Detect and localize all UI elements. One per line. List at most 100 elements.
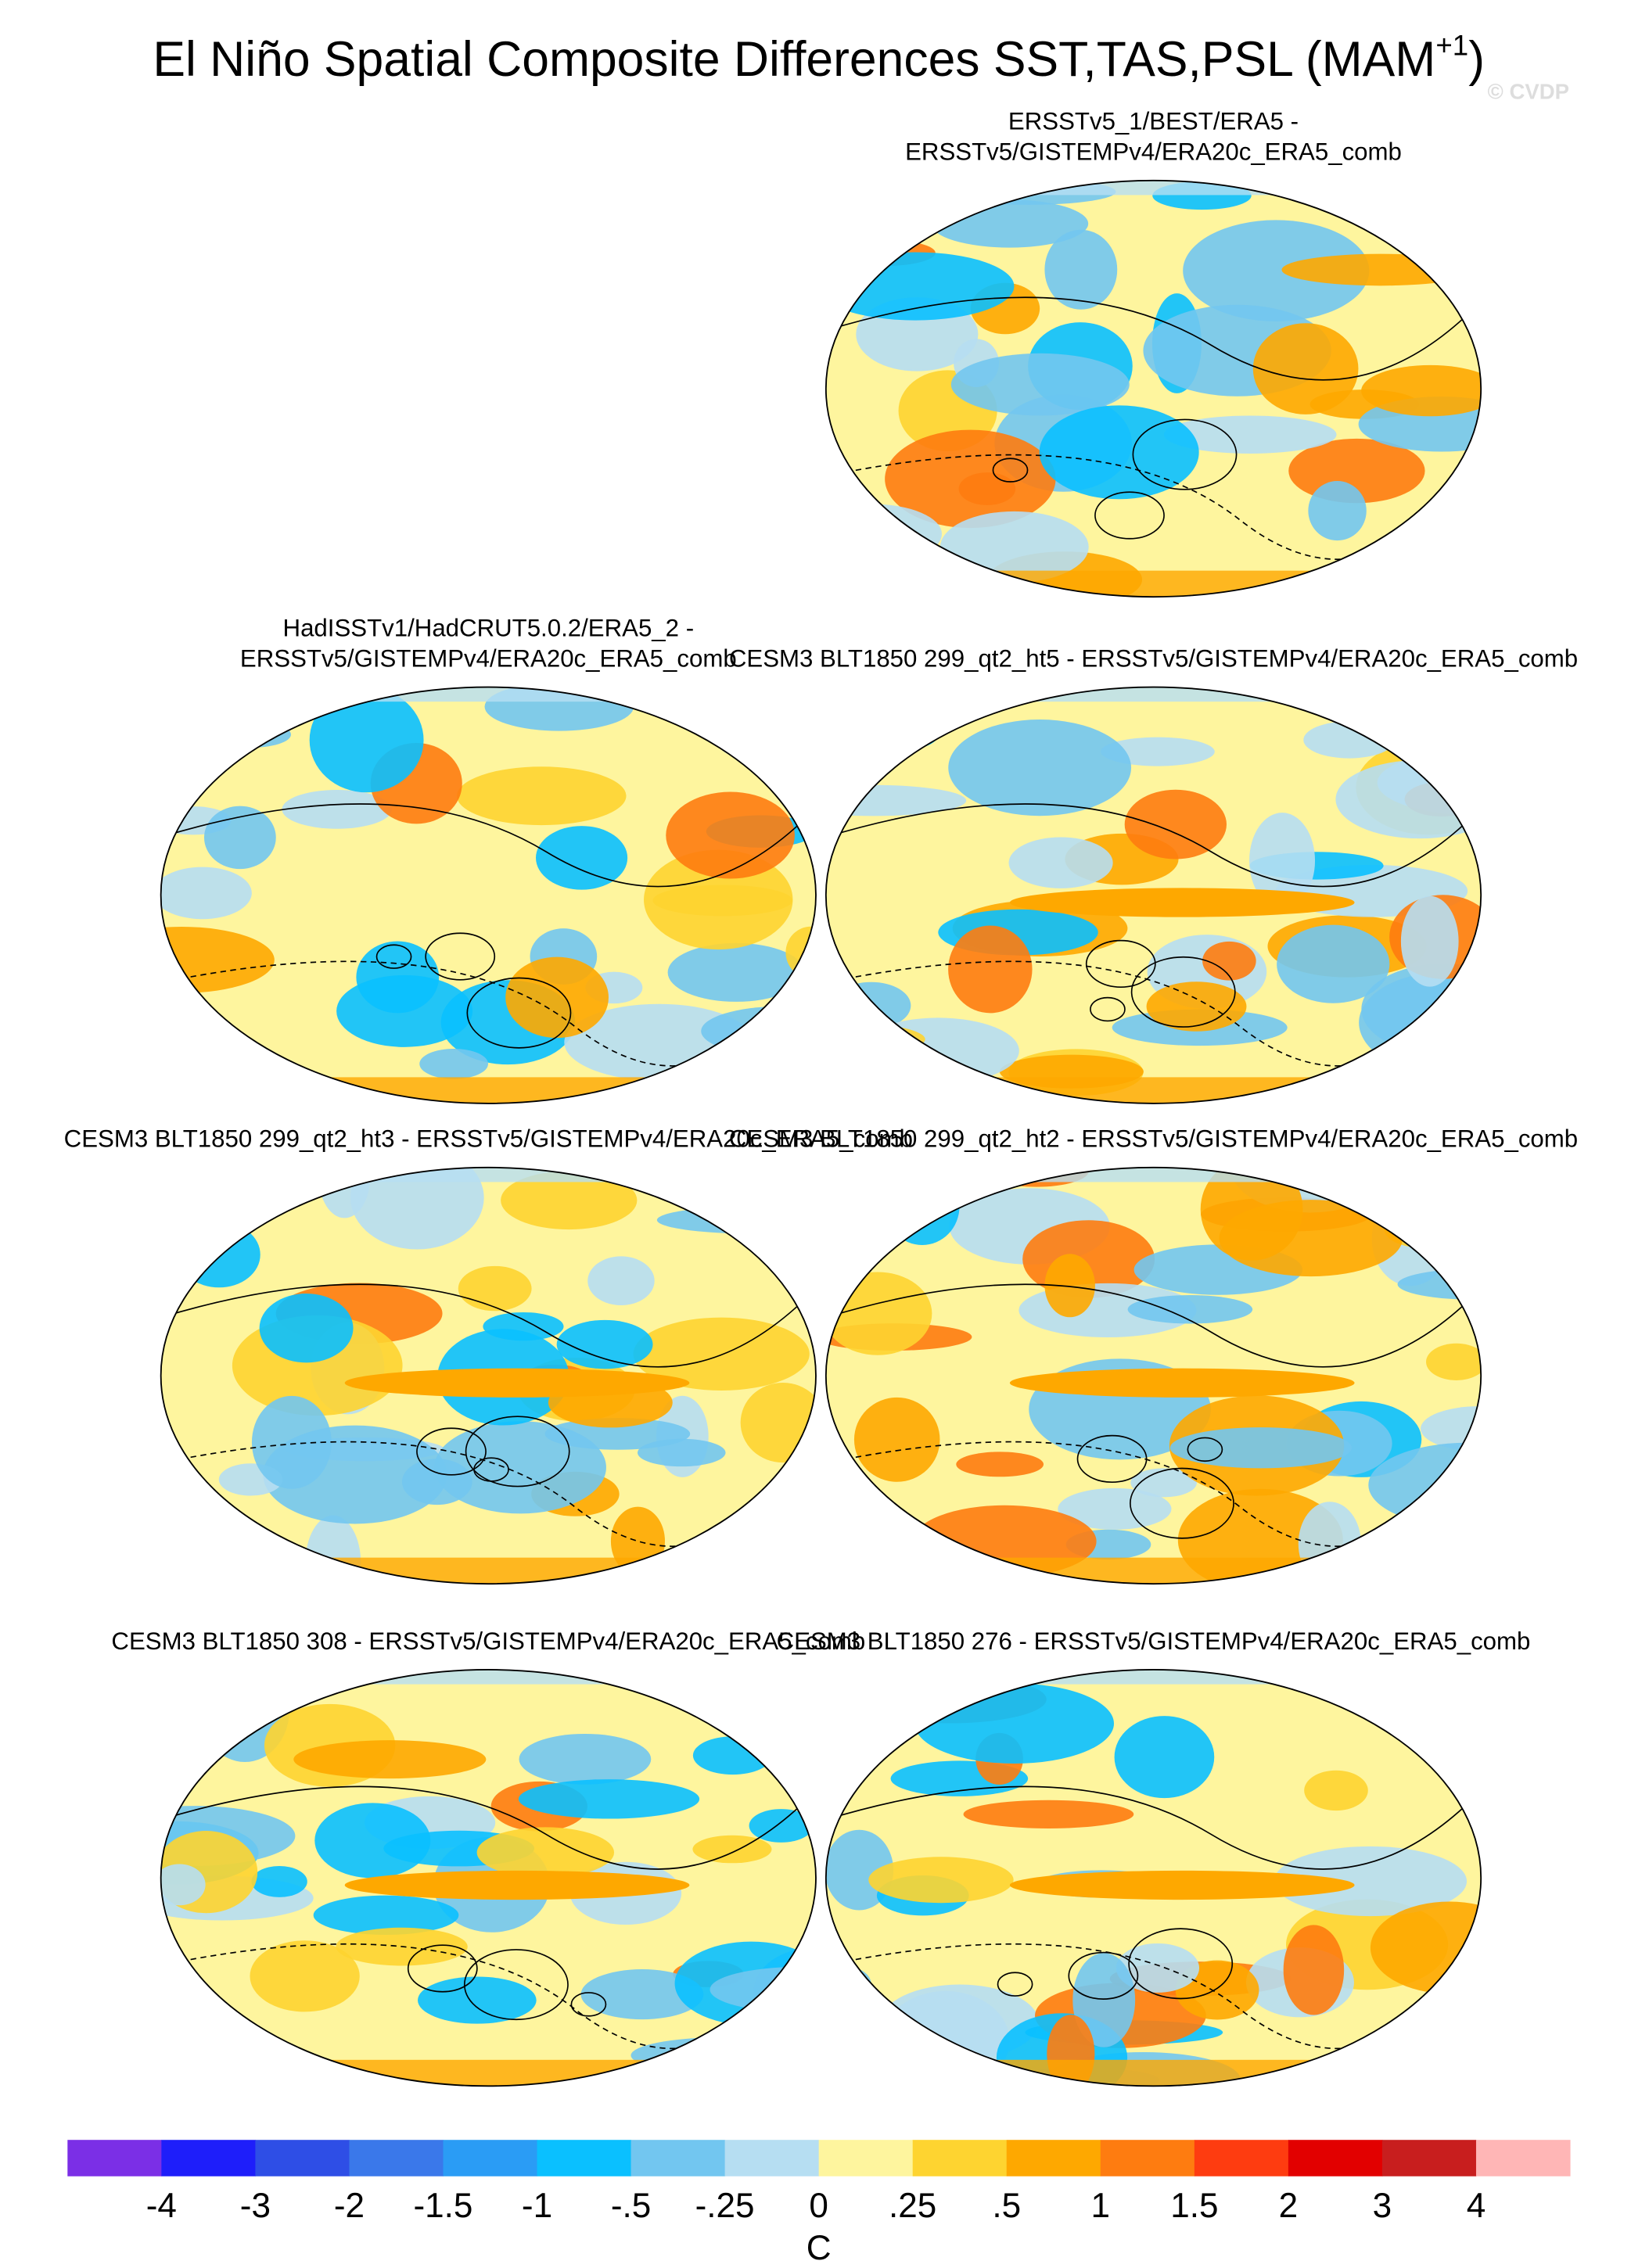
field-blob xyxy=(1426,1343,1482,1380)
field-blob xyxy=(208,721,291,748)
map-panel: HadISSTv1/HadCRUT5.0.2/ERA5_2 - ERSSTv5/G… xyxy=(160,614,817,1104)
field-blob xyxy=(580,1969,704,2020)
field-blob xyxy=(259,1294,354,1363)
field-blob xyxy=(825,504,943,565)
contour xyxy=(1090,996,1126,1022)
equatorial-band xyxy=(1009,888,1355,917)
field-blob xyxy=(885,1167,960,1246)
polar-band xyxy=(160,2059,816,2087)
map-panel: CESM3 BLT1850 299_qt2_ht5 - ERSSTv5/GIST… xyxy=(729,644,1578,1104)
panel-title: CESM3 BLT1850 299_qt2_ht2 - ERSSTv5/GIST… xyxy=(729,1125,1578,1153)
field-blob xyxy=(1303,721,1396,759)
field-blob xyxy=(868,1857,1014,1904)
field-blob xyxy=(1008,837,1113,888)
colorbar-tick-label: 1.5 xyxy=(1170,2187,1218,2225)
field-blob xyxy=(700,1053,816,1078)
polar-band xyxy=(160,1077,816,1103)
polar-band xyxy=(1024,1167,1283,1182)
colorbar-tick-label: 0 xyxy=(809,2187,828,2225)
field-blob xyxy=(293,1740,487,1779)
equatorial-band xyxy=(344,1368,690,1398)
colorbar-swatch xyxy=(818,2140,914,2176)
polar-band xyxy=(825,570,1482,598)
colorbar-swatch xyxy=(1194,2140,1289,2176)
colorbar-tick-label: -3 xyxy=(240,2187,271,2225)
colorbar-swatch xyxy=(161,2140,256,2176)
field-blob xyxy=(1146,981,1247,1032)
map-outline xyxy=(160,686,817,1104)
panel-title: CESM3 BLT1850 299_qt2_ht3 - ERSSTv5/GIST… xyxy=(64,1125,913,1153)
field-blob xyxy=(1039,405,1199,500)
field-blob xyxy=(879,540,928,598)
colorbar-tick-label: -.25 xyxy=(695,2187,755,2225)
field-blob xyxy=(1163,415,1337,454)
colorbar-tick-label: 3 xyxy=(1373,2187,1392,2225)
field-blob xyxy=(458,1265,532,1312)
polar-band xyxy=(359,1167,618,1182)
polar-band xyxy=(1024,687,1283,702)
field-blob xyxy=(853,1397,940,1482)
field-blob xyxy=(418,1976,537,2024)
map-outline xyxy=(160,1669,817,2087)
panel-title: ERSSTv5/GISTEMPv4/ERA20c_ERA5_comb xyxy=(905,138,1402,166)
field-blob xyxy=(1400,895,1459,987)
colorbar-tick-label: -.5 xyxy=(611,2187,651,2225)
colorbar-tick-label: 1 xyxy=(1091,2187,1111,2225)
field-blob xyxy=(556,1319,653,1369)
contour xyxy=(992,458,1029,483)
colorbar-tick-label: .5 xyxy=(992,2187,1021,2225)
field-blob xyxy=(886,687,948,748)
field-blob xyxy=(251,1395,332,1489)
contour xyxy=(825,1283,1482,1368)
field-blob xyxy=(825,1021,925,1058)
field-blob xyxy=(1381,536,1436,591)
field-blob xyxy=(1169,1427,1353,1469)
colorbar-swatch xyxy=(630,2140,726,2176)
field-blob xyxy=(160,867,252,920)
field-blob xyxy=(536,826,628,890)
field-blob xyxy=(948,925,1033,1014)
field-blob xyxy=(313,1895,459,1936)
field-blob xyxy=(825,687,876,743)
field-blob xyxy=(476,1827,615,1878)
colorbar-unit: C xyxy=(807,2229,832,2267)
colorbar-tick-label: 2 xyxy=(1279,2187,1299,2225)
field-blob xyxy=(1421,1406,1482,1452)
colorbar-swatch xyxy=(1100,2140,1195,2176)
field-blob xyxy=(825,1272,932,1355)
field-blob xyxy=(178,1222,260,1288)
colorbar-tick-label: .25 xyxy=(889,2187,936,2225)
map-panel: CESM3 BLT1850 308 - ERSSTv5/GISTEMPv4/ER… xyxy=(111,1627,865,2087)
panel-title: HadISSTv1/HadCRUT5.0.2/ERA5_2 - xyxy=(283,614,695,641)
contour xyxy=(425,932,496,981)
colorbar-swatch xyxy=(443,2140,538,2176)
field-blob xyxy=(1183,220,1370,321)
field-blob xyxy=(282,790,393,829)
polar-band xyxy=(359,1669,618,1685)
field-blob xyxy=(914,1683,1115,1764)
field-blob xyxy=(1252,323,1359,414)
figure-title: El Niño Spatial Composite Differences SS… xyxy=(153,30,1485,87)
field-blob xyxy=(160,998,226,1095)
contour xyxy=(1132,418,1238,490)
field-blob xyxy=(1359,972,1482,1073)
field-blob xyxy=(1281,253,1479,286)
contour xyxy=(407,1944,478,1993)
field-blob xyxy=(710,1966,816,2012)
colorbar-swatch xyxy=(1006,2140,1101,2176)
field-blob xyxy=(1397,1269,1482,1301)
title-superscript: +1 xyxy=(1435,30,1468,62)
field-blob xyxy=(1335,759,1482,839)
field-blob xyxy=(518,1779,700,1819)
field-blob xyxy=(1361,364,1482,417)
field-blob xyxy=(766,687,816,752)
field-blob xyxy=(948,720,1132,816)
field-blob xyxy=(763,690,816,739)
field-blob xyxy=(1130,1468,1197,1498)
field-blob xyxy=(1439,1990,1482,2057)
field-blob xyxy=(505,956,609,1039)
field-blob xyxy=(1304,1770,1368,1811)
contour xyxy=(997,1972,1033,1997)
colorbar-swatch xyxy=(349,2140,444,2176)
